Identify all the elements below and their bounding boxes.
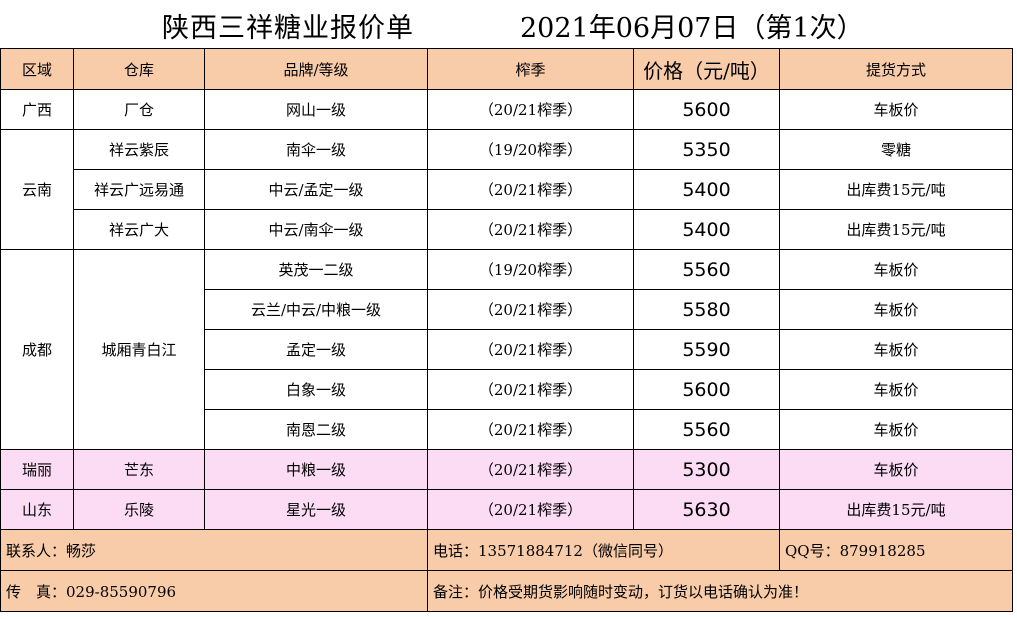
table-row: 成都 城厢青白江 英茂一二级 （19/20榨季） 5560 车板价 — [0, 249, 1013, 450]
warehouse-cell: 厂仓 — [73, 89, 205, 130]
delivery-cell: 出库费15元/吨 — [779, 169, 1013, 210]
qq-cell: QQ号：879918285 — [779, 529, 1013, 571]
table-row: 孟定一级 （20/21榨季） 5590 车板价 — [1, 329, 1013, 370]
brand-cell: 星光一级 — [204, 489, 428, 530]
season-cell: （20/21榨季） — [427, 289, 634, 330]
season-cell: （19/20榨季） — [427, 129, 634, 170]
region-cell: 广西 — [0, 89, 74, 130]
warehouse-cell: 城厢青白江 — [73, 249, 205, 450]
table-row: 祥云广大 中云/南伞一级 （20/21榨季） 5400 出库费15元/吨 — [1, 209, 1013, 250]
delivery-cell: 车板价 — [779, 249, 1013, 290]
header-delivery: 提货方式 — [779, 48, 1013, 90]
brand-cell: 孟定一级 — [204, 329, 428, 370]
brand-cell: 网山一级 — [204, 89, 428, 130]
delivery-cell: 出库费15元/吨 — [779, 489, 1013, 530]
price-cell: 5580 — [633, 289, 780, 330]
fax-cell: 传 真：029-85590796 — [0, 570, 428, 612]
warehouse-cell: 芒东 — [73, 449, 205, 490]
season-cell: （20/21榨季） — [427, 409, 634, 450]
brand-cell: 中粮一级 — [204, 449, 428, 490]
region-cell: 瑞丽 — [0, 449, 74, 490]
warehouse-cell: 祥云广远易通 — [73, 169, 205, 210]
delivery-cell: 车板价 — [779, 329, 1013, 370]
table-row: 广西 厂仓 网山一级 （20/21榨季） 5600 车板价 — [0, 89, 1013, 130]
delivery-cell: 车板价 — [779, 369, 1013, 410]
brand-cell: 南恩二级 — [204, 409, 428, 450]
season-cell: （20/21榨季） — [427, 489, 634, 530]
price-cell: 5300 — [633, 449, 780, 490]
table-row: 祥云广远易通 中云/孟定一级 （20/21榨季） 5400 出库费15元/吨 — [1, 169, 1013, 210]
warehouse-cell: 祥云广大 — [73, 209, 205, 250]
season-cell: （19/20榨季） — [427, 249, 634, 290]
table-row: 瑞丽 芒东 中粮一级 （20/21榨季） 5300 车板价 — [0, 449, 1013, 490]
delivery-cell: 车板价 — [779, 449, 1013, 490]
footer-row: 联系人：畅莎 电话：13571884712（微信同号） QQ号：87991828… — [0, 529, 1013, 571]
header-warehouse: 仓库 — [73, 48, 205, 90]
price-cell: 5350 — [633, 129, 780, 170]
price-cell: 5600 — [633, 369, 780, 410]
brand-cell: 中云/南伞一级 — [204, 209, 428, 250]
price-cell: 5560 — [633, 249, 780, 290]
table-row: 云南 祥云紫辰 南伞一级 （19/20榨季） 5350 零糖 — [0, 129, 1013, 250]
price-cell: 5400 — [633, 209, 780, 250]
price-cell: 5400 — [633, 169, 780, 210]
title-bar: 陕西三祥糖业报价单 2021年06月07日（第1次） — [0, 0, 1012, 48]
delivery-cell: 零糖 — [779, 129, 1013, 170]
note-cell: 备注：价格受期货影响随时变动，订货以电话确认为准！ — [427, 570, 1013, 612]
season-cell: （20/21榨季） — [427, 89, 634, 130]
header-region: 区域 — [0, 48, 74, 90]
delivery-cell: 车板价 — [779, 289, 1013, 330]
brand-cell: 白象一级 — [204, 369, 428, 410]
delivery-cell: 车板价 — [779, 409, 1013, 450]
header-price: 价格（元/吨） — [633, 48, 780, 90]
footer-row: 传 真：029-85590796 备注：价格受期货影响随时变动，订货以电话确认为… — [0, 570, 1013, 612]
table-row: 白象一级 （20/21榨季） 5600 车板价 — [1, 369, 1013, 410]
region-cell: 山东 — [0, 489, 74, 530]
brand-cell: 云兰/中云/中粮一级 — [204, 289, 428, 330]
price-table: 区域 仓库 品牌/等级 榨季 价格（元/吨） 提货方式 广西 厂仓 网山一级 （… — [0, 48, 1013, 612]
warehouse-cell: 乐陵 — [73, 489, 205, 530]
header-row: 区域 仓库 品牌/等级 榨季 价格（元/吨） 提货方式 — [0, 48, 1013, 90]
price-cell: 5590 — [633, 329, 780, 370]
delivery-cell: 车板价 — [779, 89, 1013, 130]
phone-cell: 电话：13571884712（微信同号） — [427, 529, 780, 571]
delivery-cell: 出库费15元/吨 — [779, 209, 1013, 250]
header-season: 榨季 — [427, 48, 634, 90]
region-cell: 云南 — [0, 129, 74, 250]
warehouse-cell: 祥云紫辰 — [73, 129, 205, 170]
season-cell: （20/21榨季） — [427, 329, 634, 370]
price-cell: 5560 — [633, 409, 780, 450]
table-row: 山东 乐陵 星光一级 （20/21榨季） 5630 出库费15元/吨 — [0, 489, 1013, 530]
table-row: 云兰/中云/中粮一级 （20/21榨季） 5580 车板价 — [1, 289, 1013, 330]
season-cell: （20/21榨季） — [427, 449, 634, 490]
table-row: 南恩二级 （20/21榨季） 5560 车板价 — [1, 409, 1013, 450]
region-cell: 成都 — [0, 249, 74, 450]
price-cell: 5600 — [633, 89, 780, 130]
brand-cell: 南伞一级 — [204, 129, 428, 170]
price-cell: 5630 — [633, 489, 780, 530]
contact-cell: 联系人：畅莎 — [0, 529, 428, 571]
date-title: 2021年06月07日（第1次） — [520, 13, 864, 44]
brand-cell: 中云/孟定一级 — [204, 169, 428, 210]
company-title: 陕西三祥糖业报价单 — [162, 13, 414, 44]
season-cell: （20/21榨季） — [427, 369, 634, 410]
season-cell: （20/21榨季） — [427, 169, 634, 210]
season-cell: （20/21榨季） — [427, 209, 634, 250]
brand-cell: 英茂一二级 — [204, 249, 428, 290]
header-brand: 品牌/等级 — [204, 48, 428, 90]
